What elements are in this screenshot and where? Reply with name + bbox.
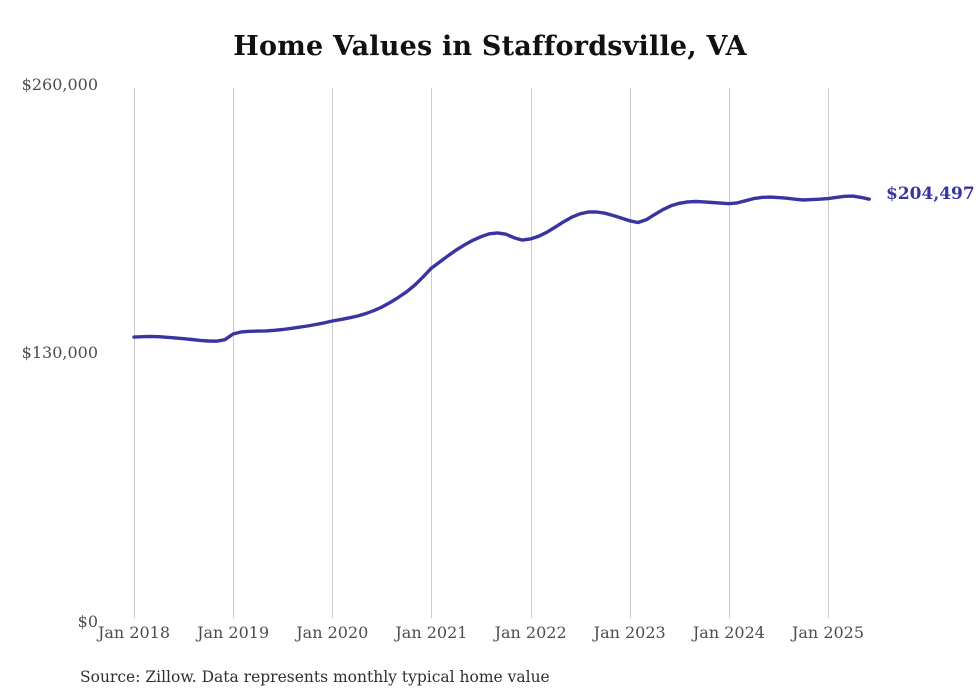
- x-axis-tick-label: Jan 2024: [692, 623, 765, 642]
- x-axis-tick-label: Jan 2022: [494, 623, 567, 642]
- gridline-jan: [828, 88, 829, 618]
- y-axis-tick-label: $130,000: [21, 342, 98, 362]
- gridline-jan: [530, 88, 532, 618]
- x-axis-tick-label: Jan 2025: [791, 623, 865, 642]
- gridline-jan: [728, 88, 730, 618]
- x-axis-tick-label: Jan 2023: [593, 623, 666, 642]
- y-axis-tick-label: $0: [77, 612, 98, 631]
- gridline-jan: [629, 88, 631, 618]
- home-value-series-line: [132, 194, 871, 343]
- gridline-jan: [332, 88, 334, 618]
- y-axis-tick-label: $260,000: [21, 75, 98, 94]
- chart-title: Home Values in Staffordsville, VA: [233, 31, 747, 62]
- x-axis-tick-label: Jan 2020: [296, 623, 369, 642]
- x-axis-tick-label: Jan 2018: [97, 623, 171, 642]
- gridline-jan: [431, 88, 433, 618]
- x-axis-tick-label: Jan 2021: [395, 623, 468, 642]
- gridline-jan: [233, 88, 235, 618]
- x-axis-tick-label: Jan 2019: [197, 623, 270, 642]
- latest-value-label: $204,497: [886, 184, 975, 204]
- source-note: Source: Zillow. Data represents monthly …: [80, 668, 550, 686]
- gridline-jan: [134, 88, 135, 618]
